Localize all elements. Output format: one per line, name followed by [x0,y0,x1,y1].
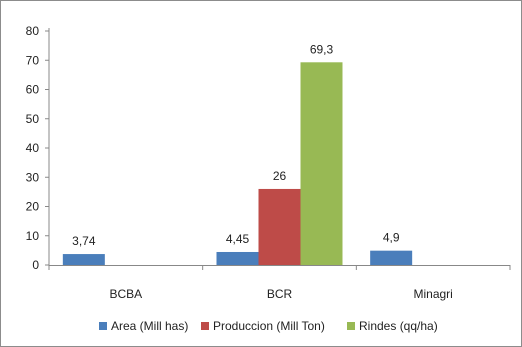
bars [62,62,413,265]
legend: Area (Mill has) Produccion (Mill Ton) Rind… [99,319,438,333]
data-label: 4,9 [383,231,400,245]
legend-swatch [347,322,355,330]
y-tick-label: 50 [26,112,40,126]
y-tick-label: 30 [26,170,40,184]
y-tick-label: 80 [26,24,40,38]
data-label: 69,3 [310,42,334,56]
bar [62,254,105,265]
x-axis-ticks: BCBA BCR Minagri [48,265,511,301]
y-axis-ticks: 0 10 20 30 40 50 60 70 80 [26,24,49,272]
x-category-label: Minagri [413,287,452,301]
bar [258,188,301,265]
legend-entry: Produccion (Mill Ton) [213,319,325,333]
y-tick-label: 60 [26,83,40,97]
legend-swatch [99,322,107,330]
data-label: 3,74 [72,234,96,248]
data-label: 26 [273,169,287,183]
bar [216,251,259,265]
data-label: 4,45 [226,232,250,246]
x-category-label: BCR [267,287,293,301]
y-tick-label: 70 [26,53,40,67]
legend-entry: Area (Mill has) [111,319,188,333]
x-category-label: BCBA [109,287,142,301]
bar [300,62,343,265]
legend-entry: Rindes (qq/ha) [359,319,438,333]
y-tick-label: 20 [26,200,40,214]
bar [370,250,413,265]
y-tick-label: 0 [32,258,39,272]
data-labels: 3,74 4,45 26 69,3 4,9 [72,42,400,248]
legend-swatch [201,322,209,330]
y-tick-label: 10 [26,229,40,243]
y-tick-label: 40 [26,141,40,155]
